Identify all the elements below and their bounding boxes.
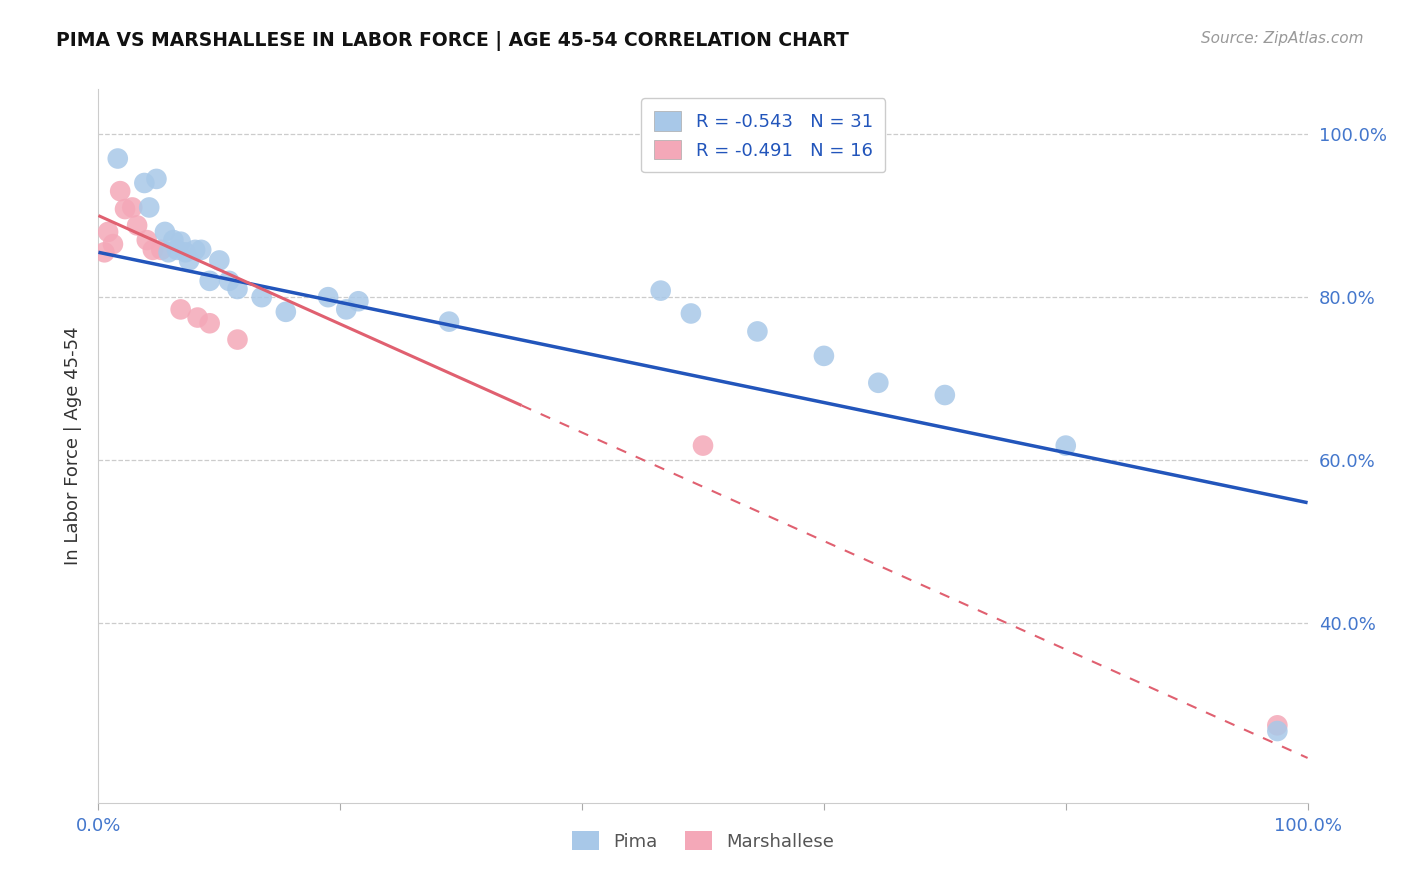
Point: [169, 235, 191, 249]
Point: [218, 274, 240, 288]
Point: [747, 325, 769, 339]
Point: [1267, 718, 1289, 732]
Point: [198, 316, 221, 330]
Point: [107, 152, 129, 166]
Text: Source: ZipAtlas.com: Source: ZipAtlas.com: [1201, 31, 1364, 46]
Point: [127, 219, 149, 233]
Point: [316, 290, 339, 304]
Legend: Pima, Marshallese: Pima, Marshallese: [565, 824, 841, 858]
Point: [1267, 724, 1289, 739]
Point: [162, 233, 184, 247]
Point: [153, 225, 176, 239]
Point: [226, 333, 249, 347]
Point: [121, 201, 143, 215]
Point: [692, 439, 714, 453]
Point: [114, 202, 136, 216]
Point: [347, 294, 370, 309]
Point: [174, 245, 197, 260]
Point: [679, 306, 702, 320]
Point: [169, 302, 191, 317]
Point: [97, 225, 120, 239]
Point: [274, 305, 297, 319]
Point: [437, 315, 460, 329]
Point: [1054, 439, 1077, 453]
Point: [157, 245, 180, 260]
Point: [226, 282, 249, 296]
Point: [142, 243, 165, 257]
Point: [166, 243, 188, 257]
Point: [650, 284, 672, 298]
Point: [198, 274, 221, 288]
Point: [335, 302, 357, 317]
Point: [93, 245, 115, 260]
Y-axis label: In Labor Force | Age 45-54: In Labor Force | Age 45-54: [63, 326, 82, 566]
Point: [150, 243, 173, 257]
Point: [101, 237, 124, 252]
Text: PIMA VS MARSHALLESE IN LABOR FORCE | AGE 45-54 CORRELATION CHART: PIMA VS MARSHALLESE IN LABOR FORCE | AGE…: [56, 31, 849, 51]
Point: [184, 243, 207, 257]
Point: [934, 388, 956, 402]
Point: [813, 349, 835, 363]
Point: [208, 253, 231, 268]
Point: [187, 310, 209, 325]
Point: [108, 184, 131, 198]
Point: [134, 176, 156, 190]
Point: [135, 233, 157, 247]
Point: [138, 201, 160, 215]
Point: [250, 290, 273, 304]
Point: [145, 172, 167, 186]
Point: [868, 376, 890, 390]
Point: [190, 243, 212, 257]
Point: [179, 253, 201, 268]
